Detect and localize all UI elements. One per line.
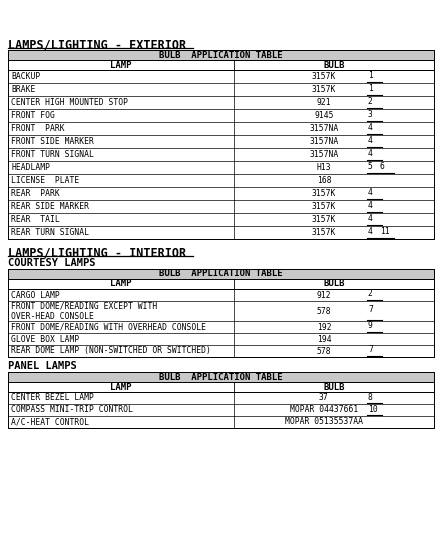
Text: LAMP: LAMP [110,383,132,392]
Text: 3157K: 3157K [312,85,336,94]
Text: 4: 4 [368,188,373,197]
Text: 4: 4 [368,201,373,210]
Text: BULB  APPLICATION TABLE: BULB APPLICATION TABLE [159,51,283,60]
Bar [8,382,434,392]
Text: LAMPS/LIGHTING - INTERIOR: LAMPS/LIGHTING - INTERIOR [8,246,186,259]
Text: BRAKE: BRAKE [11,85,35,94]
Text: FRONT DOME/READING EXCEPT WITH
OVER-HEAD CONSOLE: FRONT DOME/READING EXCEPT WITH OVER-HEAD… [11,301,157,321]
Text: BULB: BULB [323,279,345,288]
Bar [8,269,434,357]
Bar [8,50,434,60]
Bar [8,60,434,70]
Text: REAR SIDE MARKER: REAR SIDE MARKER [11,202,89,211]
Text: 4: 4 [368,149,373,158]
Text: 37: 37 [319,393,329,402]
Text: 921: 921 [317,98,331,107]
Bar [8,372,434,382]
Text: 4: 4 [368,214,373,223]
Text: 168: 168 [317,176,331,185]
Text: CENTER BEZEL LAMP: CENTER BEZEL LAMP [11,393,94,402]
Text: HEADLAMP: HEADLAMP [11,163,50,172]
Text: 3157K: 3157K [312,72,336,81]
Text: 4: 4 [368,136,373,145]
Text: LAMPS/LIGHTING - EXTERIOR: LAMPS/LIGHTING - EXTERIOR [8,38,186,51]
Text: A/C-HEAT CONTROL: A/C-HEAT CONTROL [11,417,89,426]
Text: REAR  TAIL: REAR TAIL [11,215,60,224]
Text: GLOVE BOX LAMP: GLOVE BOX LAMP [11,335,79,343]
Text: REAR  PARK: REAR PARK [11,189,60,198]
Text: 9145: 9145 [314,111,334,120]
Text: MOPAR 05135537AA: MOPAR 05135537AA [285,417,363,426]
Text: 1: 1 [368,71,373,80]
Bar [8,279,434,289]
Text: 11: 11 [380,227,390,236]
Text: 4: 4 [368,227,373,236]
Text: 3157NA: 3157NA [309,137,339,146]
Text: 7: 7 [368,305,373,314]
Text: REAR TURN SIGNAL: REAR TURN SIGNAL [11,228,89,237]
Text: COMPASS MINI-TRIP CONTROL: COMPASS MINI-TRIP CONTROL [11,406,133,415]
Text: LICENSE  PLATE: LICENSE PLATE [11,176,79,185]
Text: 3157K: 3157K [312,202,336,211]
Text: FRONT SIDE MARKER: FRONT SIDE MARKER [11,137,94,146]
Text: CARGO LAMP: CARGO LAMP [11,290,60,300]
Text: 2: 2 [368,97,373,106]
Text: 3157K: 3157K [312,228,336,237]
Text: FRONT TURN SIGNAL: FRONT TURN SIGNAL [11,150,94,159]
Text: REAR DOME LAMP (NON-SWITCHED OR SWITCHED): REAR DOME LAMP (NON-SWITCHED OR SWITCHED… [11,346,211,356]
Text: MOPAR 04437661: MOPAR 04437661 [290,406,358,415]
Text: LAMP: LAMP [110,279,132,288]
Text: 194: 194 [317,335,331,343]
Text: 3157NA: 3157NA [309,124,339,133]
Text: 5: 5 [368,162,373,171]
Text: BULB  APPLICATION TABLE: BULB APPLICATION TABLE [159,373,283,382]
Text: 578: 578 [317,306,331,316]
Text: BULB: BULB [323,61,345,69]
Text: COURTESY LAMPS: COURTESY LAMPS [8,258,95,268]
Text: 9: 9 [368,321,373,330]
Bar [8,269,434,279]
Text: 7: 7 [368,345,373,354]
Text: H13: H13 [317,163,331,172]
Text: BULB: BULB [323,383,345,392]
Bar [8,50,434,239]
Text: 10: 10 [368,405,378,414]
Text: 8: 8 [368,392,373,401]
Text: 1: 1 [368,84,373,93]
Text: LAMP: LAMP [110,61,132,69]
Text: 3157K: 3157K [312,189,336,198]
Text: 912: 912 [317,290,331,300]
Text: 3157NA: 3157NA [309,150,339,159]
Text: 4: 4 [368,123,373,132]
Text: 578: 578 [317,346,331,356]
Bar [8,372,434,428]
Text: 3: 3 [368,110,373,119]
Text: FRONT  PARK: FRONT PARK [11,124,65,133]
Text: 6: 6 [380,162,385,171]
Text: BACKUP: BACKUP [11,72,40,81]
Text: CENTER HIGH MOUNTED STOP: CENTER HIGH MOUNTED STOP [11,98,128,107]
Text: FRONT FOG: FRONT FOG [11,111,55,120]
Text: PANEL LAMPS: PANEL LAMPS [8,361,77,371]
Text: 192: 192 [317,322,331,332]
Text: FRONT DOME/READING WITH OVERHEAD CONSOLE: FRONT DOME/READING WITH OVERHEAD CONSOLE [11,322,206,332]
Text: 2: 2 [368,289,373,298]
Text: 3157K: 3157K [312,215,336,224]
Text: BULB  APPLICATION TABLE: BULB APPLICATION TABLE [159,270,283,279]
